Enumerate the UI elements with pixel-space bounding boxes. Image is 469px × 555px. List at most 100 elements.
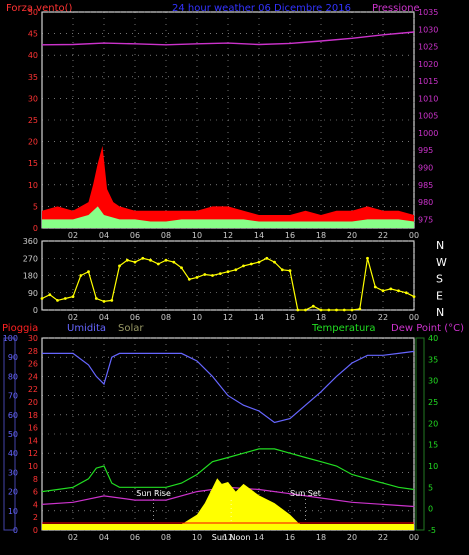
wind-panel-xtick: 08 <box>161 231 171 240</box>
direction-panel-xtick: 22 <box>378 313 388 322</box>
direction-panel-xtick: 10 <box>192 313 202 322</box>
rain-ytick: 12 <box>28 449 38 458</box>
wind-panel-xtick: 14 <box>254 231 264 240</box>
direction-panel-xtick: 00 <box>409 313 419 322</box>
wind-panel-xtick: 22 <box>378 231 388 240</box>
wind-panel-xtick: 02 <box>68 231 78 240</box>
wind-ytick: 30 <box>28 94 38 103</box>
temperature-ytick: -5 <box>428 526 436 535</box>
wind-ytick: 0 <box>33 224 38 233</box>
direction-point <box>280 268 284 272</box>
pressure-ytick: 1020 <box>418 60 438 69</box>
direction-point <box>265 256 269 260</box>
wind-ytick: 35 <box>28 73 38 82</box>
temperature-ytick: 25 <box>428 398 438 407</box>
direction-ytick: 90 <box>28 289 38 298</box>
pressure-ytick: 1000 <box>418 129 438 138</box>
temperature-ytick: 20 <box>428 419 438 428</box>
direction-ytick: 270 <box>23 254 38 263</box>
wind-panel-xtick: 16 <box>285 231 295 240</box>
direction-point <box>141 256 145 260</box>
direction-point <box>133 260 137 264</box>
direction-point <box>71 295 75 298</box>
humidity-ytick: 50 <box>8 430 18 439</box>
pressure-ytick: 1035 <box>418 8 438 17</box>
direction-point <box>366 256 369 260</box>
direction-point <box>180 266 183 270</box>
direction-point <box>234 268 238 272</box>
climate-panel-xtick: 06 <box>130 533 140 542</box>
wind-panel-xtick: 12 <box>223 231 233 240</box>
direction-point <box>118 264 121 268</box>
direction-point <box>40 297 44 300</box>
direction-point <box>242 264 245 268</box>
direction-ytick: 0 <box>33 306 38 315</box>
pressure-ytick: 975 <box>418 215 433 224</box>
rain-ytick: 20 <box>28 398 38 407</box>
direction-panel-xtick: 12 <box>223 313 233 322</box>
series-vento <box>42 206 414 228</box>
direction-panel-xtick: 14 <box>254 313 264 322</box>
sun-annotation: Sun Rise <box>136 489 171 498</box>
climate-panel-xtick: 14 <box>254 533 264 542</box>
direction-point <box>218 272 222 275</box>
direction-panel-xtick: 20 <box>347 313 357 322</box>
compass-label: S <box>436 273 443 286</box>
humidity-ytick: 40 <box>8 449 18 458</box>
direction-point <box>94 297 98 300</box>
climate-panel-xtick: 22 <box>378 533 388 542</box>
temperature-ytick: 15 <box>428 441 438 450</box>
wind-ytick: 10 <box>28 181 38 190</box>
direction-panel-xtick: 16 <box>285 313 295 322</box>
pressure-ytick: 995 <box>418 146 433 155</box>
climate-panel-xtick: 12 <box>223 533 233 542</box>
compass-label: E <box>436 289 443 302</box>
humidity-ytick: 80 <box>8 372 18 381</box>
wind-ytick: 5 <box>33 202 38 211</box>
direction-point <box>79 274 83 277</box>
direction-ytick: 360 <box>23 237 38 246</box>
direction-point <box>249 262 253 266</box>
climate-panel-xtick: 18 <box>316 533 326 542</box>
series-pressione <box>41 31 415 46</box>
direction-point <box>304 308 307 312</box>
direction-panel-xtick: 18 <box>316 313 326 322</box>
direction-point <box>48 293 52 297</box>
sun-annotation: Sun Set <box>290 489 321 498</box>
wind-ytick: 20 <box>28 138 38 147</box>
pressure-ytick: 1030 <box>418 25 438 34</box>
humidity-ytick: 60 <box>8 411 18 420</box>
series-temperatura <box>41 448 415 493</box>
direction-point <box>156 262 160 266</box>
pressure-axis-label: Pressione <box>372 3 420 14</box>
wind-ytick: 25 <box>28 116 38 125</box>
pressure-ytick: 1025 <box>418 43 438 52</box>
direction-point <box>149 258 152 262</box>
direction-point <box>319 308 323 312</box>
climate-panel-xtick: 02 <box>68 533 78 542</box>
pressure-ytick: 985 <box>418 181 433 190</box>
direction-point <box>226 270 230 274</box>
wind-ytick: 40 <box>28 51 38 60</box>
direction-point <box>404 291 408 295</box>
direction-point <box>125 258 129 262</box>
direction-point <box>381 289 385 293</box>
wind-panel-xtick: 06 <box>130 231 140 240</box>
direction-panel-xtick: 08 <box>161 313 171 322</box>
direction-panel-xtick: 06 <box>130 313 140 322</box>
rain-ytick: 2 <box>33 513 38 522</box>
rain-ytick: 6 <box>33 488 38 497</box>
sun-annotation: Sun Noon <box>212 533 251 542</box>
compass-label: W <box>436 256 447 269</box>
temperature-ytick: 5 <box>428 483 433 492</box>
direction-panel-xtick: 04 <box>99 313 109 322</box>
label-pioggia: Pioggia <box>2 323 38 334</box>
rain-baseline <box>42 524 414 530</box>
direction-point <box>412 295 416 298</box>
rain-ytick: 14 <box>28 436 38 445</box>
pressure-ytick: 980 <box>418 198 433 207</box>
direction-ytick: 180 <box>23 272 38 281</box>
direction-point <box>389 287 393 291</box>
direction-point <box>172 260 176 264</box>
direction-point <box>273 260 276 264</box>
